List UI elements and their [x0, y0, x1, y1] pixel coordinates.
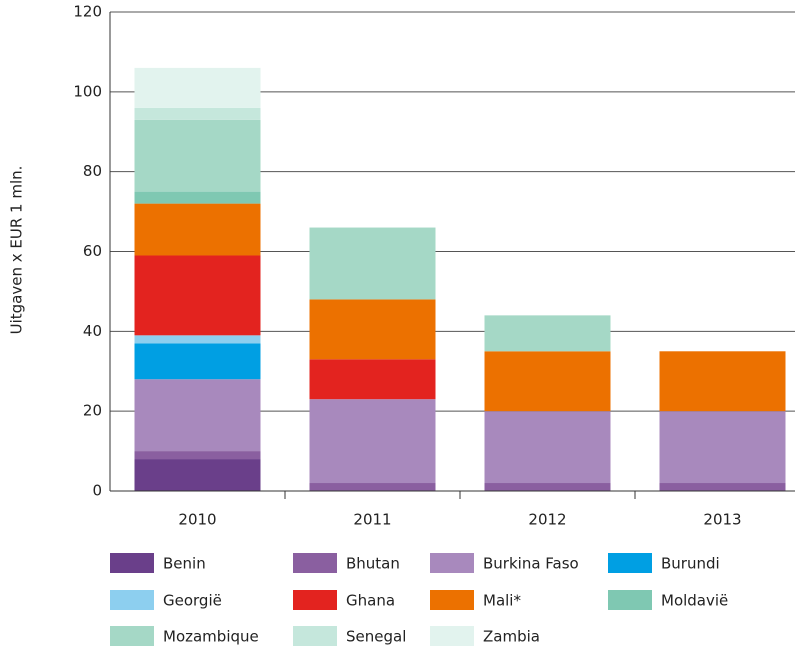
bar-segment	[659, 411, 786, 484]
y-tick-label: 120	[73, 3, 102, 21]
bar-segment	[309, 483, 436, 491]
bar-segment	[484, 351, 611, 412]
legend-label: Moldavië	[661, 592, 728, 610]
bar-segment	[309, 359, 436, 400]
legend-swatch	[608, 590, 652, 610]
legend-swatch	[293, 553, 337, 573]
bar-segment	[659, 483, 786, 491]
y-tick-label: 20	[83, 402, 102, 420]
legend-label: Burkina Faso	[483, 555, 579, 573]
y-tick-label: 0	[92, 482, 102, 500]
legend-swatch	[110, 590, 154, 610]
bar-segment	[484, 411, 611, 484]
legend-label: Burundi	[661, 555, 720, 573]
y-tick-label: 100	[73, 82, 102, 100]
legend-label: Senegal	[346, 628, 406, 646]
legend-label: Benin	[163, 555, 206, 573]
legend-swatch	[293, 626, 337, 646]
bar-segment	[484, 483, 611, 491]
legend-label: Ghana	[346, 592, 395, 610]
legend-swatch	[430, 553, 474, 573]
bar-segment	[134, 459, 261, 491]
bar-segment	[134, 191, 261, 204]
legend-swatch	[293, 590, 337, 610]
bar-segment	[134, 343, 261, 380]
bar-segment	[309, 299, 436, 360]
x-tick-label: 2010	[178, 511, 216, 529]
legend-swatch	[110, 553, 154, 573]
bar-segment	[134, 107, 261, 120]
y-tick-label: 40	[83, 322, 102, 340]
legend-label: Mozambique	[163, 628, 259, 646]
bar-segment	[309, 227, 436, 300]
legend-swatch	[430, 626, 474, 646]
bar-segment	[134, 67, 261, 108]
legend-swatch	[608, 553, 652, 573]
legend-label: Mali*	[483, 592, 521, 610]
legend-swatch	[430, 590, 474, 610]
y-axis-label: Uitgaven x EUR 1 mln.	[8, 166, 26, 335]
bar-segment	[134, 335, 261, 344]
legend-label: Bhutan	[346, 555, 400, 573]
legend-label: Georgië	[163, 592, 222, 610]
x-tick-label: 2012	[528, 511, 566, 529]
y-tick-label: 60	[83, 242, 102, 260]
bar-segment	[134, 451, 261, 460]
bar-segment	[134, 119, 261, 192]
x-tick-label: 2011	[353, 511, 391, 529]
bar-segment	[134, 203, 261, 256]
y-tick-label: 80	[83, 162, 102, 180]
x-tick-label: 2013	[703, 511, 741, 529]
bar-segment	[134, 379, 261, 452]
bar-segment	[134, 255, 261, 336]
bar-segment	[309, 399, 436, 484]
bar-segment	[659, 351, 786, 412]
legend-swatch	[110, 626, 154, 646]
legend-label: Zambia	[483, 628, 540, 646]
bar-segment	[484, 315, 611, 352]
